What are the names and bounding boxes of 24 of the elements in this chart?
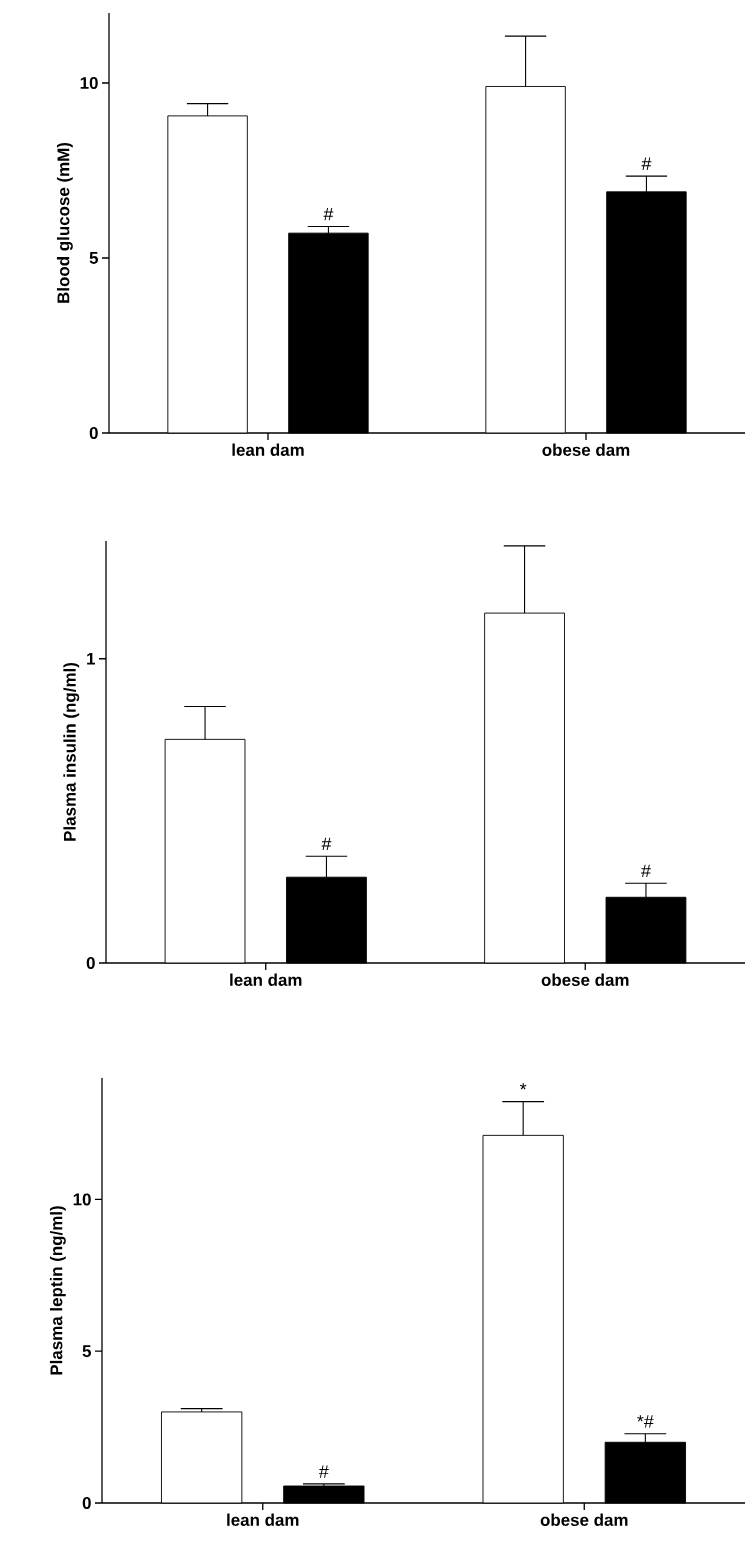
y-tick-label: 0 — [86, 956, 95, 969]
y-axis-title: Plasma insulin (ng/ml) — [63, 662, 80, 841]
y-axis-title: Blood glucose (mM) — [56, 142, 73, 303]
annotation: # — [318, 1465, 329, 1478]
x-tick-label: obese dam — [540, 1513, 628, 1526]
y-tick-label: 5 — [89, 252, 99, 264]
x-tick-label: lean dam — [227, 1513, 299, 1526]
annotation: # — [321, 837, 332, 850]
x-tick-label: obese dam — [541, 973, 629, 986]
annotation: * — [519, 1083, 527, 1090]
x-tick-label: lean dam — [232, 443, 304, 456]
y-tick-label: 0 — [89, 426, 98, 439]
y-tick-label: 1 — [87, 652, 96, 665]
y-axis-title: Plasma leptin (ng/ml) — [49, 1206, 66, 1375]
x-tick-label: obese dam — [542, 443, 630, 456]
y-tick-label: 0 — [82, 1497, 91, 1509]
y-tick-label: 5 — [82, 1345, 92, 1358]
annotation: # — [641, 864, 651, 878]
x-tick-label: lean dam — [230, 973, 302, 986]
annotation: *# — [637, 1415, 654, 1428]
annotation: # — [641, 157, 652, 170]
annotation: # — [323, 208, 334, 221]
y-tick-label: 10 — [73, 1193, 91, 1206]
y-tick-label: 10 — [80, 76, 98, 89]
